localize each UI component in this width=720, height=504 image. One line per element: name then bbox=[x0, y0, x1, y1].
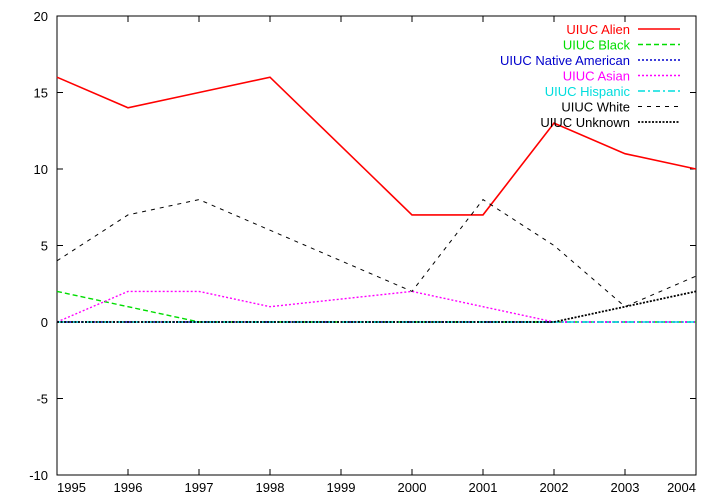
legend-label: UIUC Hispanic bbox=[545, 84, 631, 99]
x-tick-label: 2001 bbox=[469, 480, 498, 495]
x-tick-label: 2002 bbox=[540, 480, 569, 495]
series-line-6 bbox=[57, 290, 697, 323]
series-lines bbox=[56, 76, 697, 323]
series-line-0 bbox=[56, 76, 697, 216]
series-line-3 bbox=[56, 290, 696, 323]
x-tick-label: 1996 bbox=[114, 480, 143, 495]
x-tick-label: 2004 bbox=[667, 480, 696, 495]
y-tick-label: 10 bbox=[34, 162, 48, 177]
axis-ticks: 1995 1996 1997 1998 1999 2000 2001 2002 2003 2004… bbox=[29, 9, 697, 495]
x-tick-label: 2000 bbox=[398, 480, 427, 495]
y-tick-label: 5 bbox=[41, 239, 48, 254]
x-tick-label: 1997 bbox=[185, 480, 214, 495]
y-tick-label: 15 bbox=[34, 86, 48, 101]
x-tick-label: 1995 bbox=[57, 480, 86, 495]
legend-label: UIUC Black bbox=[563, 38, 631, 53]
series-line-5 bbox=[56, 198, 697, 308]
legend-label: UIUC White bbox=[561, 100, 630, 115]
series-line-1 bbox=[56, 290, 696, 323]
y-tick-label: 0 bbox=[41, 315, 48, 330]
x-tick-label: 1998 bbox=[256, 480, 285, 495]
x-tick-label: 1999 bbox=[327, 480, 356, 495]
legend-label: UIUC Native American bbox=[500, 53, 630, 68]
y-tick-label: -10 bbox=[29, 468, 48, 483]
legend-label: UIUC Asian bbox=[563, 69, 630, 84]
x-tick-label: 2003 bbox=[611, 480, 640, 495]
legend-label: UIUC Alien bbox=[566, 22, 630, 37]
y-tick-label: 20 bbox=[34, 9, 48, 24]
legend-label: UIUC Unknown bbox=[540, 115, 630, 130]
y-tick-label: -5 bbox=[36, 392, 48, 407]
